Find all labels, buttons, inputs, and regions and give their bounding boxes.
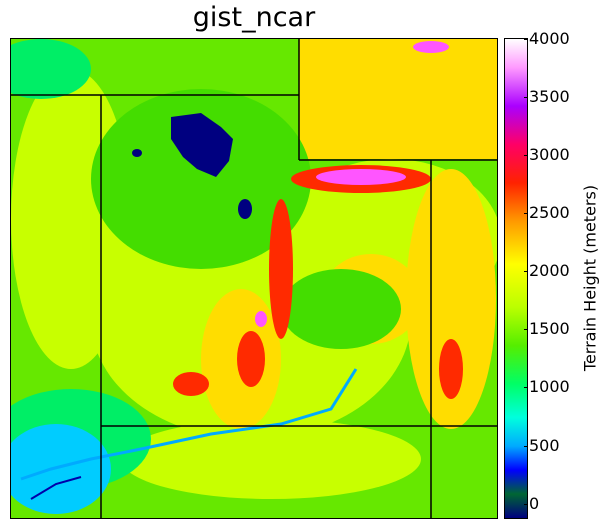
cbar-tickmark xyxy=(524,97,528,98)
terrain-map xyxy=(10,38,498,519)
colorbar-label: Terrain Height (meters) xyxy=(580,184,600,372)
cbar-tickmark xyxy=(524,387,528,388)
lakes xyxy=(132,113,252,219)
plateau-patches xyxy=(201,39,497,429)
cbar-tick-0: 0 xyxy=(529,494,540,513)
rivers xyxy=(20,368,358,481)
cbar-tick-2000: 2000 xyxy=(529,261,570,280)
basin-area xyxy=(91,89,401,349)
cbar-tick-3500: 3500 xyxy=(529,87,570,106)
cbar-tickmark xyxy=(524,39,528,40)
cbar-tickmark xyxy=(524,271,528,272)
colorbar xyxy=(504,38,528,519)
cbar-tick-1500: 1500 xyxy=(529,319,570,338)
cbar-tickmark xyxy=(524,504,528,505)
cbar-tickmark xyxy=(524,446,528,447)
map-title: gist_ncar xyxy=(192,2,316,33)
cbar-tick-500: 500 xyxy=(529,436,560,455)
terrain-svg xyxy=(11,39,497,518)
cbar-tick-1000: 1000 xyxy=(529,377,570,396)
valley-area xyxy=(11,424,111,514)
colorbar-gradient xyxy=(505,39,527,518)
cbar-tick-4000: 4000 xyxy=(529,29,570,48)
cbar-tickmark xyxy=(524,155,528,156)
cbar-tick-3000: 3000 xyxy=(529,145,570,164)
river-deep xyxy=(30,476,82,500)
boundary-lines xyxy=(11,39,497,518)
cbar-tickmark xyxy=(524,329,528,330)
cbar-tick-2500: 2500 xyxy=(529,203,570,222)
high-peaks xyxy=(255,41,449,327)
cbar-tickmark xyxy=(524,213,528,214)
